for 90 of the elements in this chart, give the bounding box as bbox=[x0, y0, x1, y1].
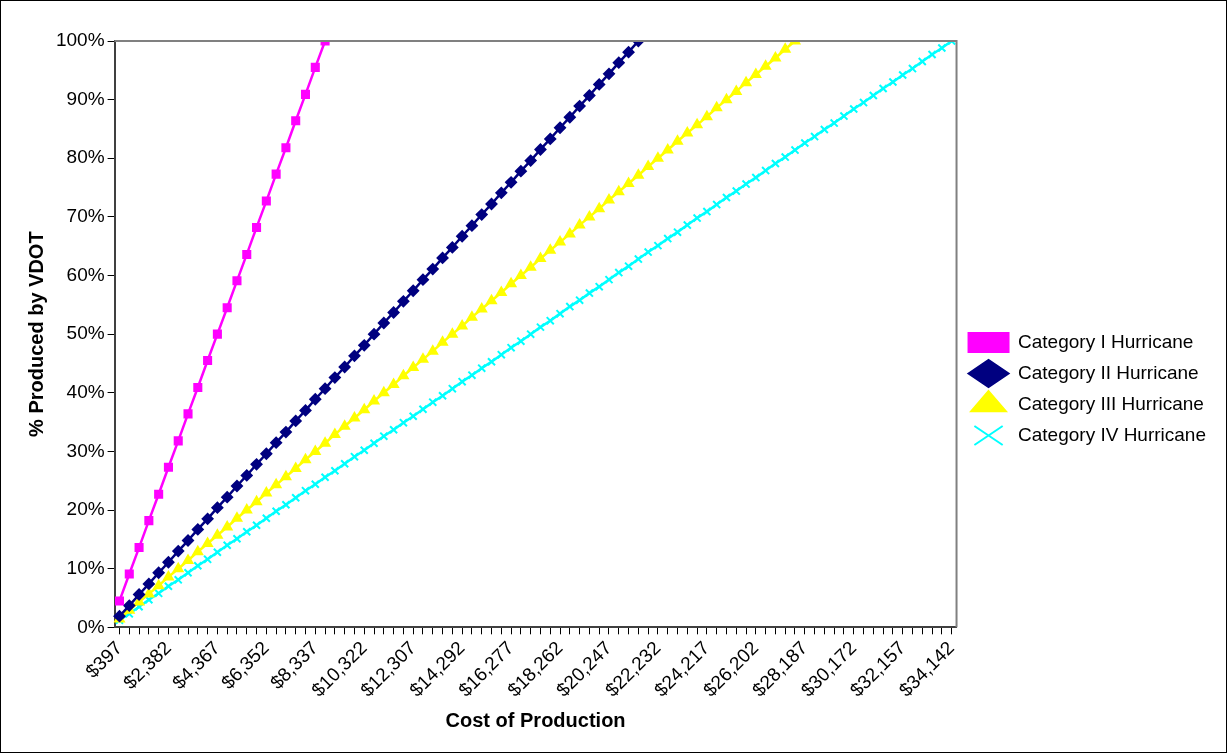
point bbox=[289, 414, 302, 427]
point bbox=[242, 249, 252, 259]
legend-label: Category I Hurricane bbox=[1018, 330, 1194, 352]
point bbox=[397, 295, 410, 308]
point bbox=[163, 462, 173, 472]
point bbox=[142, 577, 155, 590]
point bbox=[201, 512, 214, 525]
point bbox=[495, 186, 508, 199]
point bbox=[123, 599, 136, 612]
point bbox=[124, 569, 134, 579]
point bbox=[279, 426, 292, 439]
point bbox=[291, 116, 301, 126]
point bbox=[182, 534, 195, 547]
point bbox=[387, 306, 400, 319]
point bbox=[612, 56, 625, 69]
point bbox=[309, 393, 322, 406]
x-axis-title: Cost of Production bbox=[445, 708, 626, 731]
point bbox=[426, 263, 439, 276]
y-tick-label: 10% bbox=[66, 556, 105, 578]
point bbox=[114, 596, 125, 606]
point bbox=[436, 251, 449, 264]
point bbox=[144, 516, 154, 526]
point bbox=[583, 89, 596, 102]
point bbox=[319, 382, 332, 395]
point bbox=[407, 284, 420, 297]
point bbox=[212, 329, 222, 339]
point bbox=[602, 67, 615, 80]
point bbox=[230, 480, 243, 493]
y-tick-label: 40% bbox=[66, 381, 105, 403]
point bbox=[299, 404, 312, 417]
y-tick-label: 20% bbox=[66, 498, 105, 520]
point bbox=[475, 208, 488, 221]
point bbox=[152, 566, 165, 579]
point bbox=[173, 436, 183, 446]
y-tick-label: 50% bbox=[66, 322, 105, 344]
point bbox=[544, 132, 557, 145]
y-tick-label: 0% bbox=[77, 615, 105, 637]
y-tick-label: 90% bbox=[66, 87, 105, 109]
point bbox=[534, 143, 547, 156]
point bbox=[193, 382, 203, 393]
point bbox=[270, 436, 283, 449]
point bbox=[271, 169, 281, 179]
point bbox=[260, 447, 273, 460]
point bbox=[505, 176, 518, 189]
point bbox=[252, 222, 262, 232]
point bbox=[573, 100, 586, 113]
point bbox=[281, 143, 291, 153]
legend-label: Category III Hurricane bbox=[1018, 392, 1204, 414]
point bbox=[465, 219, 478, 232]
y-axis-title: % Produced by VDOT bbox=[24, 231, 47, 437]
point bbox=[554, 121, 567, 134]
point bbox=[563, 111, 576, 124]
point bbox=[240, 469, 253, 482]
point bbox=[172, 545, 185, 558]
point bbox=[250, 458, 263, 471]
point bbox=[211, 501, 224, 514]
point bbox=[133, 588, 146, 601]
point bbox=[514, 165, 527, 178]
y-tick-label: 80% bbox=[66, 146, 105, 168]
point bbox=[622, 46, 635, 59]
point bbox=[232, 276, 242, 286]
point bbox=[310, 62, 320, 72]
point bbox=[191, 523, 204, 536]
point bbox=[183, 409, 193, 419]
point bbox=[593, 78, 606, 91]
point bbox=[446, 241, 459, 254]
point bbox=[203, 356, 213, 366]
point bbox=[221, 491, 234, 504]
point bbox=[154, 489, 164, 499]
point bbox=[524, 154, 537, 167]
y-tick-label: 100% bbox=[55, 29, 105, 51]
point bbox=[300, 89, 311, 99]
point bbox=[338, 360, 351, 373]
point bbox=[348, 349, 361, 362]
point bbox=[222, 303, 232, 313]
point bbox=[377, 317, 390, 330]
legend-label: Category IV Hurricane bbox=[1018, 423, 1206, 445]
y-tick-label: 70% bbox=[66, 205, 105, 227]
point bbox=[416, 273, 429, 286]
point bbox=[485, 198, 498, 210]
point bbox=[134, 543, 144, 553]
point bbox=[358, 339, 371, 352]
y-tick-label: 30% bbox=[66, 439, 105, 461]
point bbox=[456, 230, 469, 243]
point bbox=[328, 371, 341, 384]
point bbox=[368, 328, 381, 341]
point bbox=[261, 196, 271, 206]
point bbox=[162, 556, 175, 569]
legend-label: Category II Hurricane bbox=[1018, 361, 1199, 383]
y-tick-label: 60% bbox=[66, 263, 105, 285]
